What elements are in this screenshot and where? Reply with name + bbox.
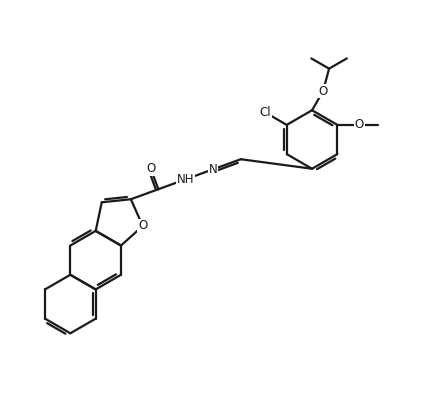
Text: O: O	[355, 118, 364, 131]
Text: NH: NH	[177, 173, 195, 186]
Text: N: N	[209, 163, 218, 176]
Text: O: O	[138, 220, 147, 232]
Text: O: O	[318, 85, 328, 98]
Text: O: O	[146, 162, 155, 175]
Text: Cl: Cl	[259, 106, 271, 119]
